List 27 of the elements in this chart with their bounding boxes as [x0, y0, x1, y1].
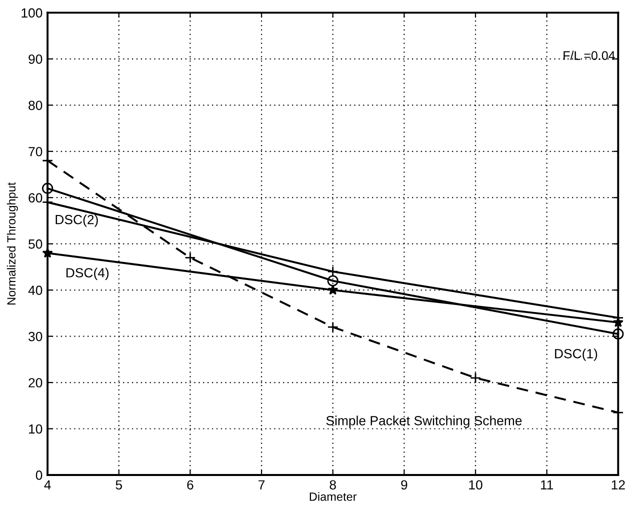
x-tick-label: 10 — [469, 480, 482, 490]
x-tick-label: 6 — [187, 480, 194, 490]
x-tick-label: 4 — [44, 480, 51, 490]
y-tick-label: 100 — [22, 8, 42, 18]
y-tick-label: 40 — [28, 286, 42, 295]
annotation: F/L =0.04 — [564, 50, 615, 60]
y-tick-label: 80 — [28, 100, 42, 110]
x-tick-label: 8 — [330, 480, 336, 490]
series-label: DSC(2) — [56, 214, 98, 227]
y-tick-label: 70 — [28, 146, 42, 156]
series-label: Simple Packet Switching Scheme — [326, 416, 522, 428]
y-tick-label: 0 — [36, 470, 42, 480]
y-tick-label: 90 — [28, 54, 42, 64]
y-tick-label: 30 — [28, 332, 42, 342]
x-tick-label: 12 — [612, 480, 625, 490]
y-tick-label: 60 — [28, 193, 42, 203]
x-tick-label: 9 — [401, 480, 408, 490]
x-tick-label: 7 — [258, 480, 265, 490]
series-label: DSC(4) — [66, 268, 109, 280]
y-tick-label: 20 — [28, 378, 42, 388]
x-tick-label: 11 — [540, 480, 554, 490]
y-tick-label: 50 — [28, 239, 42, 249]
series-label: DSC(1) — [555, 348, 598, 361]
y-axis-title: Normalized Throughput — [6, 182, 18, 304]
x-tick-label: 5 — [116, 480, 122, 490]
x-axis-title: Diameter — [310, 492, 357, 501]
y-tick-label: 10 — [29, 424, 42, 434]
